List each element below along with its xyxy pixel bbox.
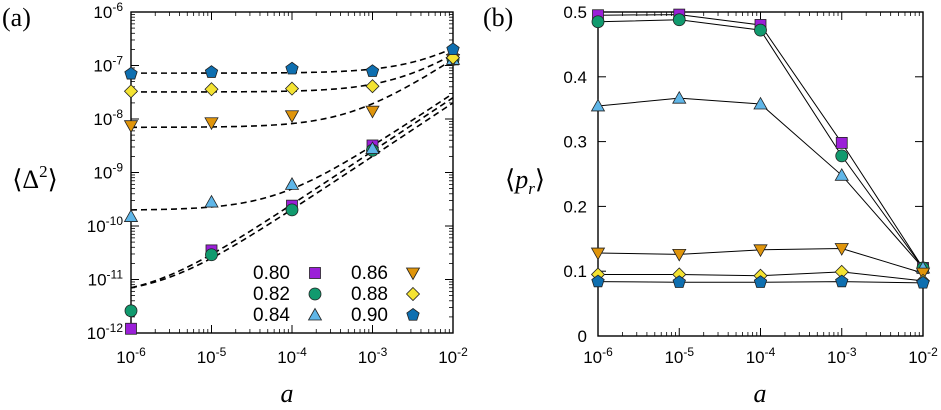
panel-a-y-axis-label: ⟨Δ2⟩ [12,162,58,194]
panel-b-axes: 10-6 10-5 10-4 10-3 10-2 0 0.1 0.2 0.3 0.4 0.5 [563,3,938,367]
point-0.84 [365,141,380,154]
legend-marker-0.80 [309,267,321,279]
point-0.90 [365,64,380,77]
legend-label-0.84: 0.84 [253,305,290,326]
y-tick-label: 10-11 [88,268,124,290]
point-0.86 [834,243,849,256]
x-tick-label: 10-4 [746,345,776,367]
panel-b-series-lines [597,14,924,284]
legend-label-0.86: 0.86 [351,263,388,284]
y-tick-label: 10-6 [93,0,123,22]
x-tick-label: 10-2 [908,345,938,367]
y-tick-label: 0.3 [563,133,587,152]
y-tick-label: 10-10 [87,214,124,236]
series-line-0.80 [597,14,924,269]
y-tick-label: 0.2 [563,197,587,216]
panel-a-label: (a) [2,3,31,32]
point-0.82 [124,304,138,318]
point-0.84 [284,177,300,190]
point-0.86 [753,244,768,258]
point-0.84 [753,96,768,110]
point-0.84 [834,167,849,181]
point-0.82 [672,13,686,27]
y-tick-label: 10-8 [93,107,123,129]
panel-b-y-axis-label: ⟨pr⟩ [505,165,545,198]
fit-curve-3 [130,58,454,129]
legend-label-0.90: 0.90 [351,305,388,326]
point-0.86 [284,110,300,124]
point-0.90 [591,274,605,288]
y-tick-label: 10-9 [93,161,123,183]
point-0.86 [590,247,606,261]
legend-label-0.80: 0.80 [253,263,290,284]
point-0.90 [124,66,138,80]
legend-label-0.88: 0.88 [351,284,388,305]
point-0.90 [446,42,460,56]
point-0.82 [835,149,849,163]
legend-marker-0.84 [307,307,323,321]
point-0.84 [672,90,687,104]
panel-a-x-axis-label: a [281,379,294,408]
series-line-0.84 [597,97,924,269]
panel-a-axes: 10-6 10-5 10-4 10-3 10-2 10-12 10-11 10-10 10-9 1… [87,0,468,367]
point-0.80 [835,136,848,149]
point-0.86 [204,117,219,131]
panel-b: (b) 10-6 10-5 10-4 10-3 10-2 0 0.1 0.2 0.3 0.4 0.5… [483,3,938,408]
point-0.84 [123,209,139,222]
x-tick-label: 10-3 [827,345,857,367]
point-0.86 [365,105,380,119]
x-tick-label: 10-4 [277,345,307,367]
y-tick-label: 10-12 [87,321,124,343]
legend-marker-0.90 [406,308,420,321]
panel-a: (a) 10-6 10-5 10-4 10-3 10-210-1210-1110-101… [2,0,468,408]
point-0.82 [285,203,299,217]
panel-a-frame [130,11,454,334]
x-tick-label: 10-6 [583,345,613,367]
panel-a-legend: 0.800.820.84 0.860.880.90 [253,263,421,326]
point-0.86 [672,248,687,262]
y-tick-label: 0.5 [563,3,587,22]
point-0.88 [123,84,139,99]
x-tick-label: 10-5 [197,345,227,367]
series-line-0.82 [597,19,924,269]
point-0.90 [285,61,299,75]
panel-b-label: (b) [483,3,513,32]
legend-label-0.82: 0.82 [253,284,290,305]
fit-curve-1 [130,102,454,289]
y-tick-label: 0.4 [563,68,587,87]
panel-b-x-axis-label: a [754,379,767,408]
point-0.88 [204,82,219,97]
point-0.80 [125,322,137,335]
point-0.90 [835,274,849,288]
point-0.88 [284,81,300,96]
panel-a-data-points [123,42,461,335]
x-tick-label: 10-5 [664,345,694,367]
y-tick-label: 0.1 [563,262,587,281]
point-0.84 [590,98,606,112]
y-tick-label: 0 [578,327,587,346]
point-0.82 [591,15,605,29]
point-0.88 [365,79,380,94]
point-0.82 [205,248,218,262]
point-0.90 [916,275,930,289]
point-0.90 [204,65,219,78]
point-0.90 [672,275,686,288]
fit-curve-0 [130,97,454,289]
x-tick-label: 10-2 [438,345,468,367]
x-tick-label: 10-6 [116,345,146,367]
legend-marker-0.86 [405,267,421,281]
point-0.86 [123,120,139,133]
point-0.90 [753,275,768,288]
legend-marker-0.88 [405,286,421,302]
legend-marker-0.82 [308,287,322,301]
x-tick-label: 10-3 [358,345,388,367]
point-0.84 [204,194,219,208]
panel-b-data-points [590,8,931,289]
y-tick-label: 10-7 [93,54,123,76]
point-0.82 [754,23,767,37]
